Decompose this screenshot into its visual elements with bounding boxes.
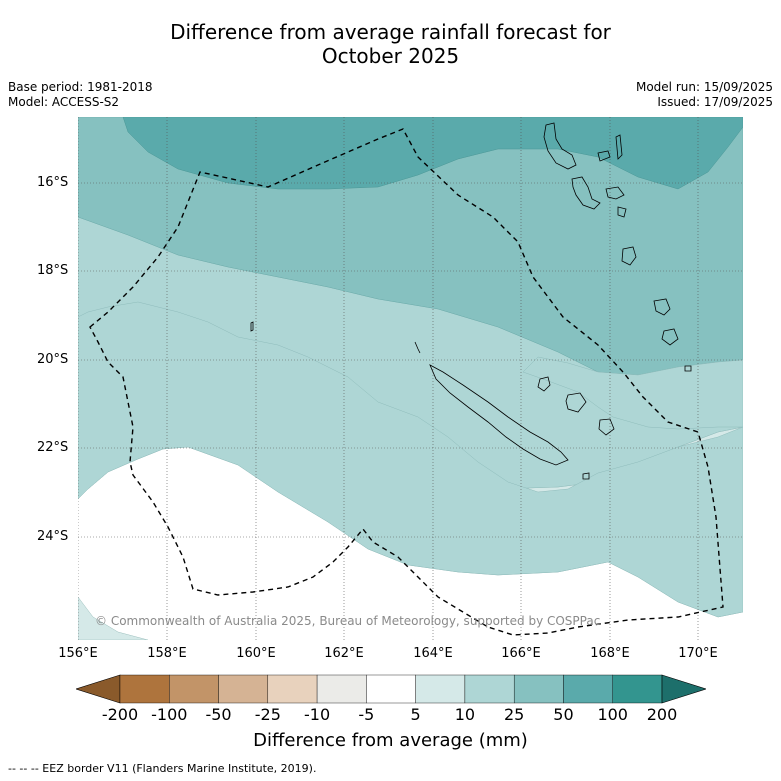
island-walpole	[582, 472, 590, 480]
colorbar-swatch	[612, 674, 663, 704]
colorbar-swatch	[563, 674, 613, 704]
title-line-2: October 2025	[321, 44, 460, 68]
lon-label-158e: 158°E	[147, 646, 187, 661]
island-lifou	[565, 392, 587, 413]
colorbar-label: Difference from average (mm)	[253, 730, 528, 751]
model-run-text: Model run: 15/09/2025	[635, 80, 773, 94]
band-5-10-corner	[78, 596, 149, 640]
island-mare	[598, 418, 615, 436]
colorbar-tick-label: 5	[410, 705, 421, 724]
eez-footnote: -- -- -- EEZ border V11 (Flanders Marine…	[8, 762, 317, 775]
meta-right: Model run: 15/09/2025 Issued: 17/09/2025	[636, 80, 773, 110]
lon-label-160e: 160°E	[236, 646, 276, 661]
model-text: Model: ACCESS-S2	[8, 95, 120, 109]
lat-label-20s: 20°S	[37, 352, 69, 367]
new-caledonia-island	[429, 364, 569, 466]
colorbar-swatch	[415, 674, 466, 704]
island-erromango	[653, 298, 671, 316]
lon-label-168e: 168°E	[590, 646, 630, 661]
lon-label-166e: 166°E	[501, 646, 541, 661]
colorbar-swatch	[119, 674, 170, 704]
island-efate	[621, 246, 637, 266]
colorbar-tick-label: -50	[205, 705, 232, 724]
title-line-1: Difference from average rainfall forecas…	[170, 20, 611, 44]
colorbar-tick-label: 25	[503, 705, 525, 724]
lon-label-164e: 164°E	[413, 646, 453, 661]
issued-text: Issued: 17/09/2025	[657, 95, 773, 109]
island-tanna	[661, 328, 679, 346]
island-belep	[414, 341, 421, 354]
lon-label-162e: 162°E	[324, 646, 364, 661]
colorbar-tick-label: -25	[254, 705, 281, 724]
colorbar-swatch	[464, 674, 515, 704]
island-ambrym	[605, 186, 625, 200]
colorbar-svg	[75, 674, 707, 704]
colorbar	[75, 673, 707, 709]
map-svg	[78, 117, 743, 640]
colorbar-swatch	[513, 674, 564, 704]
colorbar-extend-high	[661, 674, 707, 704]
lat-label-18s: 18°S	[37, 263, 69, 278]
lat-label-24s: 24°S	[37, 529, 69, 544]
colorbar-swatch	[366, 674, 416, 704]
colorbar-swatch	[316, 674, 367, 704]
lon-label-156e: 156°E	[58, 646, 98, 661]
island-maewo	[597, 150, 611, 162]
lat-label-22s: 22°S	[37, 440, 69, 455]
colorbar-swatch	[169, 674, 219, 704]
colorbar-tick-label: -100	[151, 705, 188, 724]
colorbar-tick-label: -200	[101, 705, 139, 724]
colorbar-tick-label: 50	[553, 705, 574, 724]
island-espiritu-santo	[543, 122, 577, 170]
island-chesterfield	[250, 321, 254, 332]
island-ouvea	[537, 376, 551, 392]
colorbar-tick-label: 100	[597, 705, 628, 724]
colorbar-swatch	[267, 674, 318, 704]
colorbar-tick-label: -5	[358, 705, 375, 724]
colorbar-tick-label: -10	[304, 705, 331, 724]
colorbar-extend-low	[75, 674, 121, 704]
meta-left: Base period: 1981-2018 Model: ACCESS-S2	[8, 80, 153, 110]
map-title: Difference from average rainfall forecas…	[0, 20, 781, 68]
band-10-25-lower	[78, 301, 743, 618]
island-pentecost	[615, 134, 623, 160]
forecast-map	[78, 117, 743, 640]
band-10-25-right	[522, 356, 743, 430]
island-malekula	[571, 176, 601, 210]
lat-label-16s: 16°S	[37, 175, 69, 190]
copyright-notice: © Commonwealth of Australia 2025, Bureau…	[95, 614, 601, 628]
colorbar-tick-label: 10	[454, 705, 476, 724]
colorbar-swatch	[218, 674, 269, 704]
colorbar-tick-label: 200	[646, 705, 678, 724]
island-aneityum	[684, 365, 692, 372]
lon-label-170e: 170°E	[678, 646, 718, 661]
gridlines	[78, 117, 743, 640]
base-period-text: Base period: 1981-2018	[8, 80, 153, 94]
eez-border	[89, 128, 724, 636]
island-epi	[617, 206, 627, 218]
